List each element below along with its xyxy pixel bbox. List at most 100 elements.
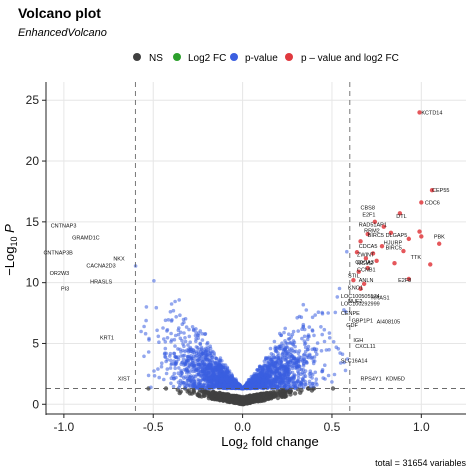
pvalue-point [177,366,181,370]
pvalue-point [196,333,201,338]
pvalue-point [296,351,301,356]
ns-point [287,389,292,394]
y-axis-label: −Log10 P [2,224,19,276]
pvalue-point [206,348,211,352]
pvalue-point [267,368,272,372]
pvalue-point [279,333,284,338]
pvalue-point [301,378,306,383]
gene-label: RPS4Y1 [361,377,382,383]
ns-points [146,386,336,407]
gene-label: NUF2 [348,299,362,305]
pvalue-point [269,362,273,367]
ns-point [191,388,196,394]
chart-subtitle: EnhancedVolcano [18,27,107,39]
gene-label: KNO1 [348,286,363,292]
pvalue-point [306,344,311,349]
pvalue-point [189,349,194,354]
gene-label: XIST [118,377,131,383]
pvalue-point [290,382,295,387]
ns-point [227,397,232,402]
pvalue-point [205,342,209,346]
pvalue-point [280,351,285,356]
pvalue-point [221,383,225,388]
pvalue-point [178,383,182,388]
gene-label: RRAS1 [371,295,389,301]
pvalue-point [279,363,284,368]
pvalue-point [288,376,293,381]
pvalue-point [190,325,195,329]
significant-point [358,239,363,244]
pvalue-point [338,361,343,365]
pvalue-point [203,332,207,337]
pvalue-point [207,376,211,381]
pvalue-point [183,317,188,321]
pvalue-point [169,361,174,366]
gene-label: BIRC5 [368,233,384,239]
gene-label: E2F8 [398,278,411,284]
pvalue-point [209,379,213,384]
pvalue-point [208,362,213,367]
pvalue-point [174,355,179,360]
pvalue-point [165,357,170,362]
pvalue-point [305,360,309,365]
pvalue-point [283,358,288,362]
pvalue-point [200,359,205,364]
pvalue-point [176,332,181,337]
pvalue-point [169,319,174,323]
significant-point [406,236,412,242]
pvalue-point [301,302,306,307]
pvalue-point [285,360,290,365]
gene-label: NKX [113,256,125,262]
pvalue-point [204,350,209,355]
pvalue-point [322,327,327,332]
gene-label: CDCA5 [359,244,378,250]
significant-point [401,248,406,254]
pvalue-point [299,355,303,360]
pvalue-point [268,374,272,379]
pvalue-point [263,373,267,377]
pvalue-point [172,376,177,381]
pvalue-point [176,328,181,333]
pvalue-point [174,360,179,364]
pvalue-point [319,349,324,353]
pvalue-point [277,344,282,349]
pvalue-point [152,369,156,373]
gene-label: CNTNAP3 [51,224,77,230]
ns-point [211,389,216,395]
pvalue-point [306,333,311,337]
pvalue-point [333,310,338,315]
pvalue-point [281,373,286,378]
pvalue-point [216,376,221,380]
significant-points [351,110,442,291]
pvalue-point [300,336,304,341]
gene-label: SLC16A14 [341,358,368,364]
ns-point [264,391,270,396]
pvalue-point [297,364,301,368]
ns-point [215,394,220,399]
pvalue-point [280,341,284,346]
pvalue-point [144,318,148,323]
pvalue-point [276,358,281,363]
pvalue-point [255,376,260,381]
pvalue-point [296,329,301,333]
pvalue-point [287,332,291,337]
pvalue-point [282,330,286,335]
gene-label: CENPE [341,311,360,317]
ns-point [272,394,277,399]
pvalue-point [252,385,256,389]
ns-point [330,386,336,391]
pvalue-point [178,347,182,352]
pvalue-point [327,336,332,340]
pvalue-point [266,359,271,364]
pvalue-point [277,366,282,371]
pvalue-point [330,380,334,384]
pvalue-point [174,315,178,319]
pvalue-point [321,376,326,380]
pvalue-point [180,380,185,385]
pvalue-point [324,348,329,352]
pvalue-point [185,376,190,381]
ns-point [225,393,231,399]
pvalue-point [345,249,349,254]
pvalue-point [205,362,209,367]
pvalue-point [326,373,331,378]
